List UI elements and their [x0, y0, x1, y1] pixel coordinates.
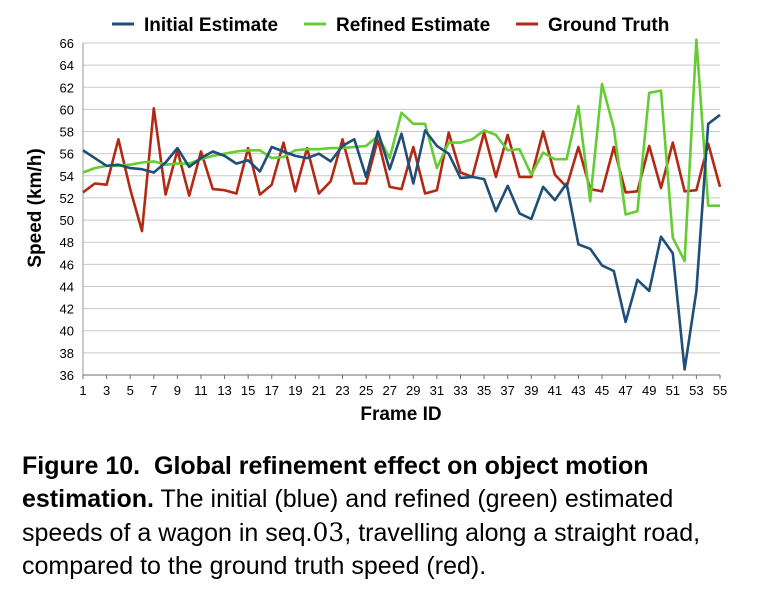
legend-item-refined-estimate: Refined Estimate — [304, 15, 490, 36]
x-axis-label: Frame ID — [360, 404, 441, 425]
series-line-refined-estimate — [82, 38, 720, 263]
x-tick-label: 49 — [642, 383, 656, 398]
y-tick-label: 44 — [60, 279, 74, 294]
caption-body-after: , travelling along a straight road, comp… — [22, 519, 701, 580]
x-tick-label: 39 — [524, 383, 538, 398]
x-tick-label: 55 — [713, 383, 727, 398]
caption-label: Figure 10. — [22, 452, 141, 480]
legend: Initial Estimate Refined Estimate Ground T… — [112, 15, 669, 36]
x-tick-label: 35 — [477, 383, 491, 398]
x-tick-label: 21 — [312, 383, 326, 398]
x-tick-label: 7 — [150, 383, 157, 398]
series-lines — [82, 38, 722, 371]
y-tick-label: 66 — [60, 36, 74, 51]
grid-lines — [83, 42, 720, 376]
y-tick-label: 48 — [60, 235, 74, 250]
x-tick-label: 23 — [335, 383, 349, 398]
y-tick-label: 40 — [60, 324, 74, 339]
x-tick-label: 19 — [288, 383, 302, 398]
series-line-initial-estimate — [82, 113, 721, 371]
x-tick-label: 9 — [174, 383, 181, 398]
x-tick-labels: 1 3 5 7 9 11 13 15 17 19 21 23 25 27 29 31 33 35 37 39 41 43 4… — [79, 383, 727, 398]
y-tick-label: 60 — [60, 102, 74, 117]
y-tick-labels: 36 38 40 42 44 46 48 50 52 54 56 58 60 62 64 66 — [60, 36, 74, 383]
legend-label: Ground Truth — [548, 15, 669, 36]
x-tick-label: 1 — [79, 383, 86, 398]
x-tick-label: 13 — [217, 383, 231, 398]
x-tick-label: 45 — [595, 383, 609, 398]
y-tick-label: 42 — [60, 302, 74, 317]
y-tick-label: 46 — [60, 257, 74, 272]
x-tick-label: 51 — [666, 383, 680, 398]
x-tick-label: 15 — [241, 383, 255, 398]
y-tick-label: 54 — [60, 169, 74, 184]
legend-item-ground-truth: Ground Truth — [516, 15, 669, 36]
series-line-ground-truth — [82, 107, 722, 233]
y-tick-label: 50 — [60, 213, 74, 228]
x-tick-label: 43 — [571, 383, 585, 398]
x-tick-label: 11 — [194, 383, 208, 398]
x-tick-label: 37 — [500, 383, 514, 398]
y-tick-label: 64 — [60, 58, 74, 73]
legend-item-initial-estimate: Initial Estimate — [112, 15, 278, 36]
figure-caption: Figure 10. Global refinement effect on o… — [22, 450, 752, 583]
x-tick-label: 31 — [430, 383, 444, 398]
legend-label: Refined Estimate — [336, 15, 490, 36]
caption-seq-number: 03 — [312, 518, 345, 547]
x-tick-label: 3 — [103, 383, 110, 398]
y-tick-label: 58 — [60, 125, 74, 140]
x-tick-label: 5 — [127, 383, 134, 398]
legend-label: Initial Estimate — [144, 15, 278, 36]
y-tick-label: 62 — [60, 80, 74, 95]
caption-title: Global refinement effect on object motio… — [22, 452, 649, 513]
y-tick-label: 38 — [60, 346, 74, 361]
x-tick-label: 29 — [406, 383, 420, 398]
axes — [82, 43, 721, 379]
x-tick-label: 25 — [359, 383, 373, 398]
x-tick-label: 33 — [453, 383, 467, 398]
x-tick-label: 27 — [382, 383, 396, 398]
y-tick-label: 56 — [60, 147, 74, 162]
x-tick-label: 17 — [265, 383, 279, 398]
y-axis-label: Speed (km/h) — [25, 148, 46, 267]
y-tick-label: 52 — [60, 191, 74, 206]
x-tick-label: 41 — [548, 383, 562, 398]
x-tick-label: 53 — [689, 383, 703, 398]
x-tick-label: 47 — [618, 383, 632, 398]
caption-body-before: The initial (blue) and refined (green) e… — [22, 485, 674, 547]
y-tick-label: 36 — [60, 368, 74, 383]
